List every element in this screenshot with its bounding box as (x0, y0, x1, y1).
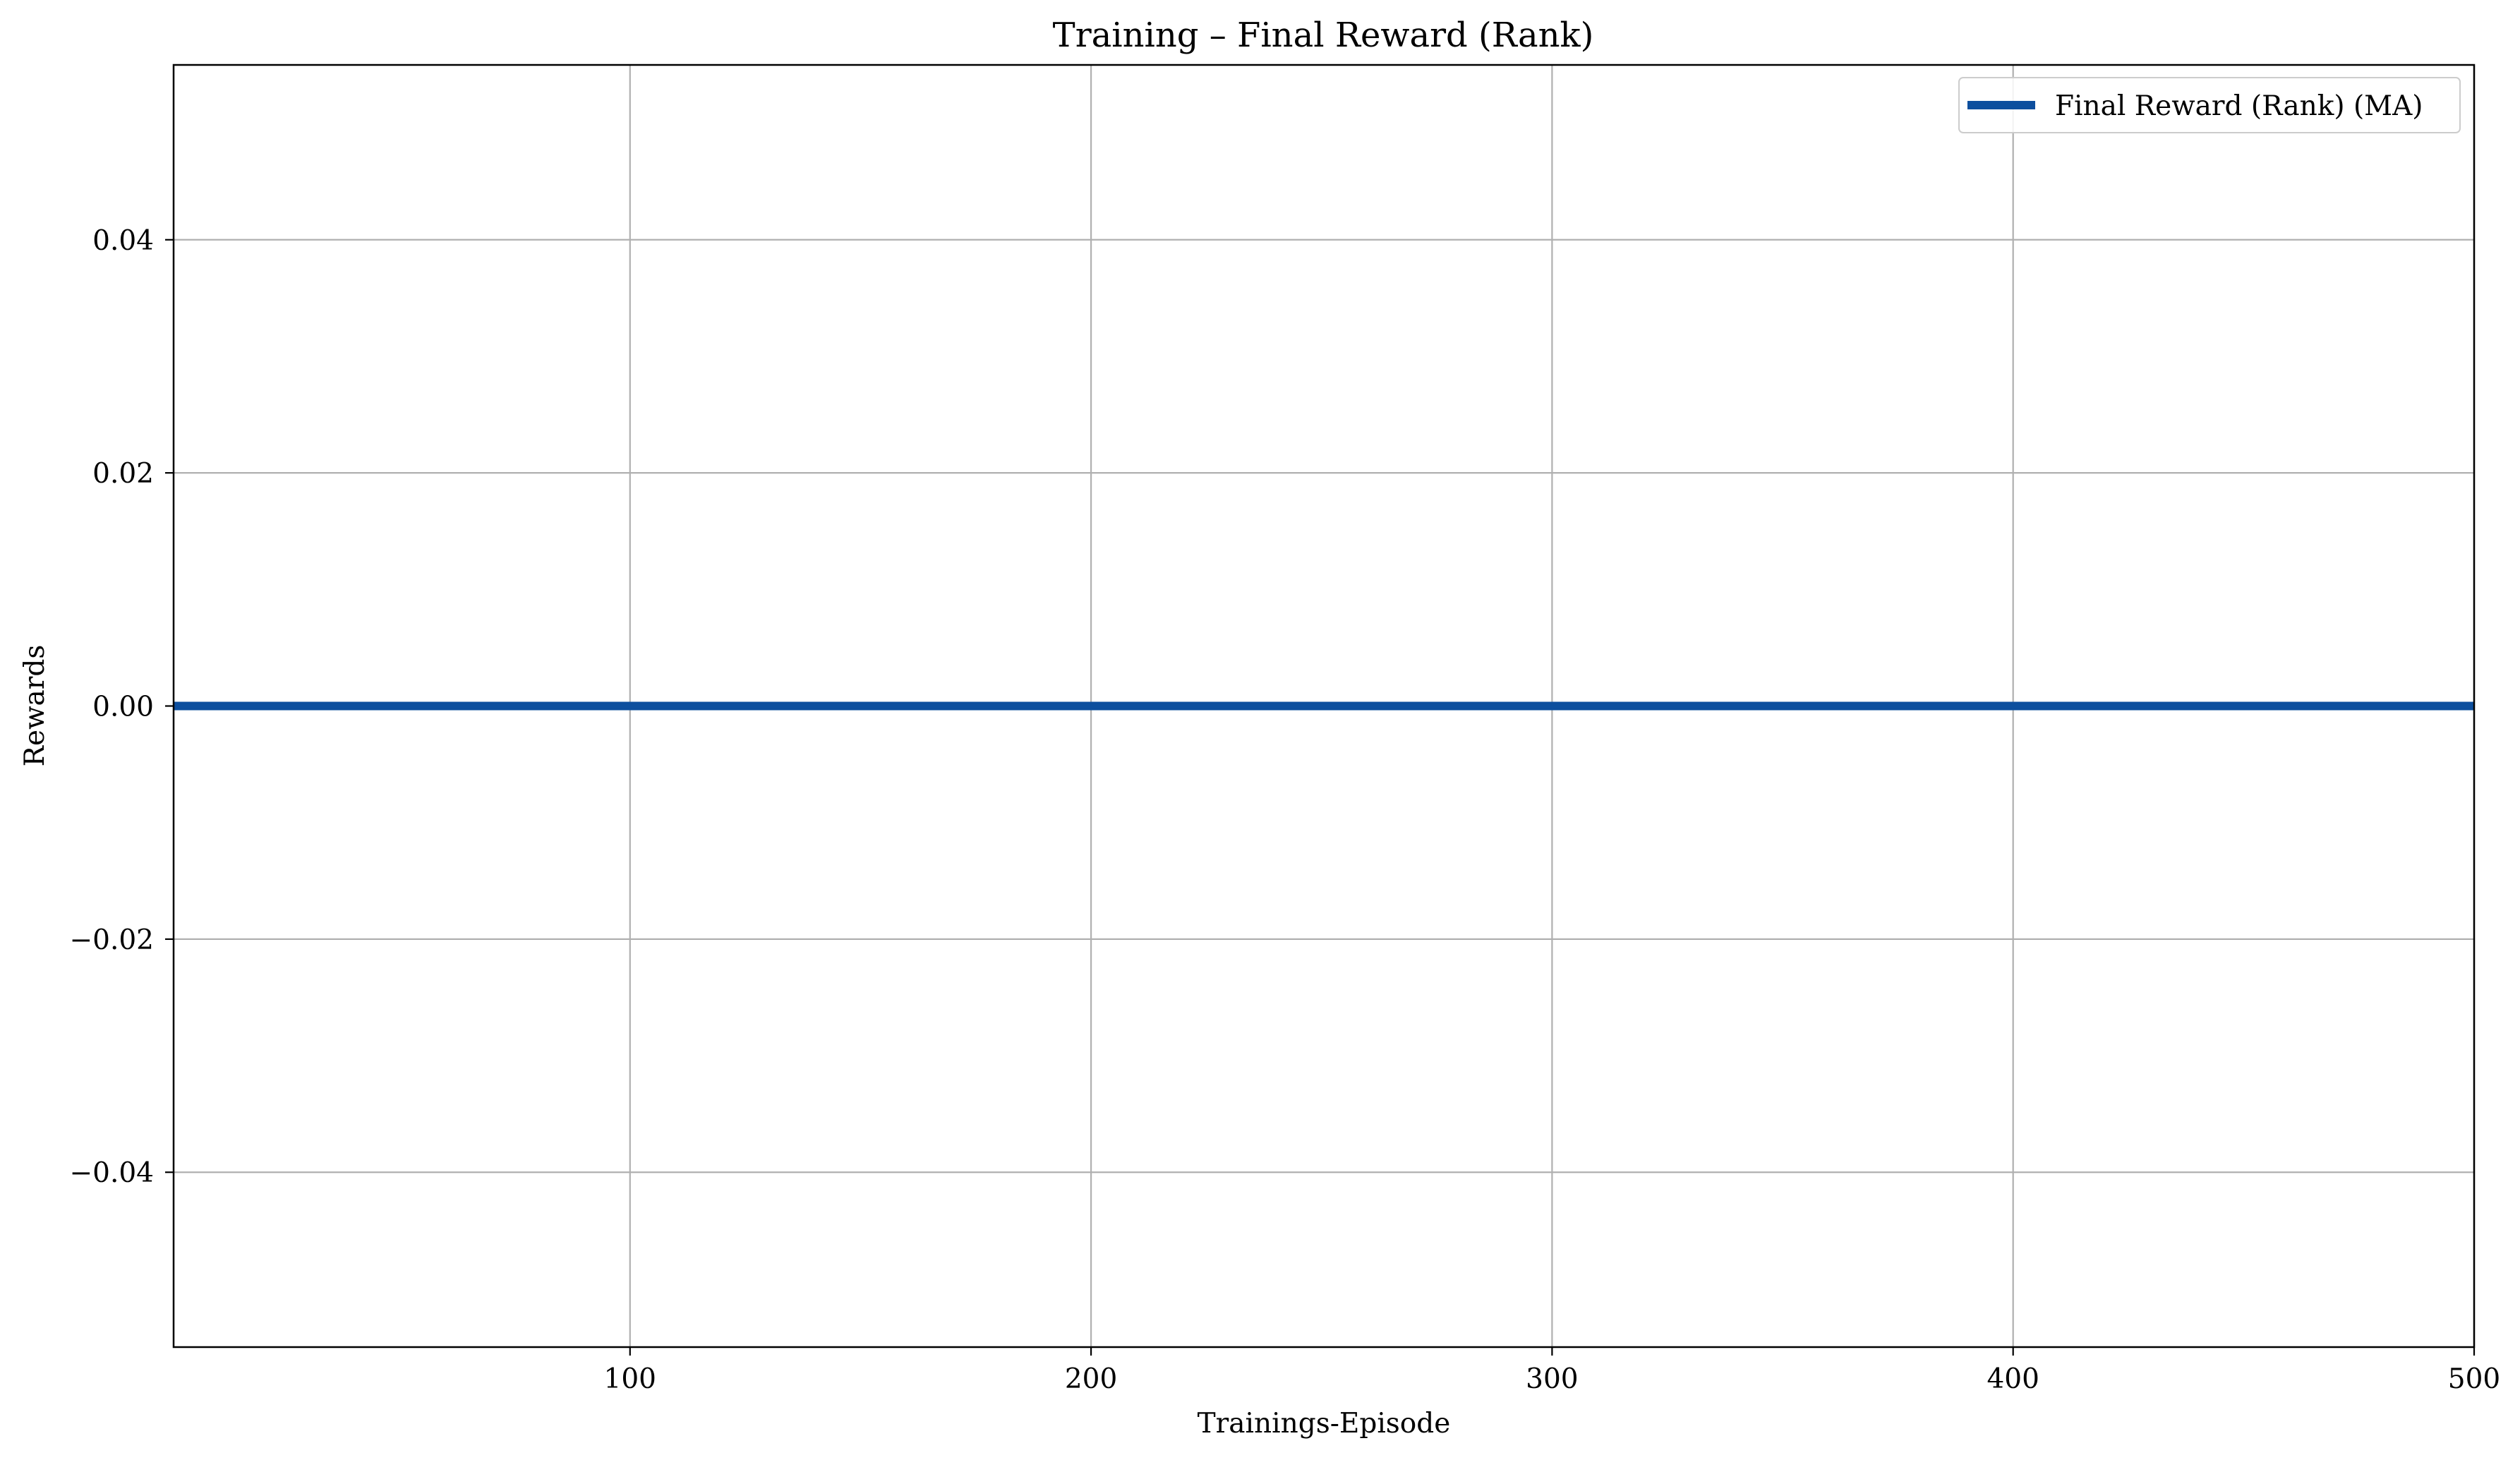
y-tick-label: 0.04 (92, 225, 154, 257)
x-tick-label: 100 (604, 1363, 656, 1395)
legend-box (1958, 77, 2461, 133)
x-tick-label: 300 (1526, 1363, 1578, 1395)
x-tick-label: 500 (2448, 1363, 2500, 1395)
y-tick-label: −0.04 (69, 1157, 154, 1189)
y-tick-label: 0.02 (92, 458, 154, 490)
x-axis-ticks: 100 200 300 400 500 (604, 1347, 2500, 1395)
legend-label: Final Reward (Rank) (MA) (2055, 90, 2423, 122)
x-tick-label: 400 (1987, 1363, 2039, 1395)
y-tick-label: −0.02 (69, 924, 154, 956)
y-axis-label: Rewards (19, 645, 51, 767)
x-tick-label: 200 (1065, 1363, 1117, 1395)
chart-title: Training – Final Reward (Rank) (1053, 16, 1594, 55)
legend: Final Reward (Rank) (MA) (1958, 77, 2461, 133)
plot-area (172, 64, 2476, 1349)
y-tick-label: 0.00 (92, 692, 154, 723)
y-axis-ticks: −0.04 −0.02 0.00 0.02 0.04 (69, 225, 174, 1189)
x-axis-label: Trainings-Episode (1198, 1408, 1451, 1440)
